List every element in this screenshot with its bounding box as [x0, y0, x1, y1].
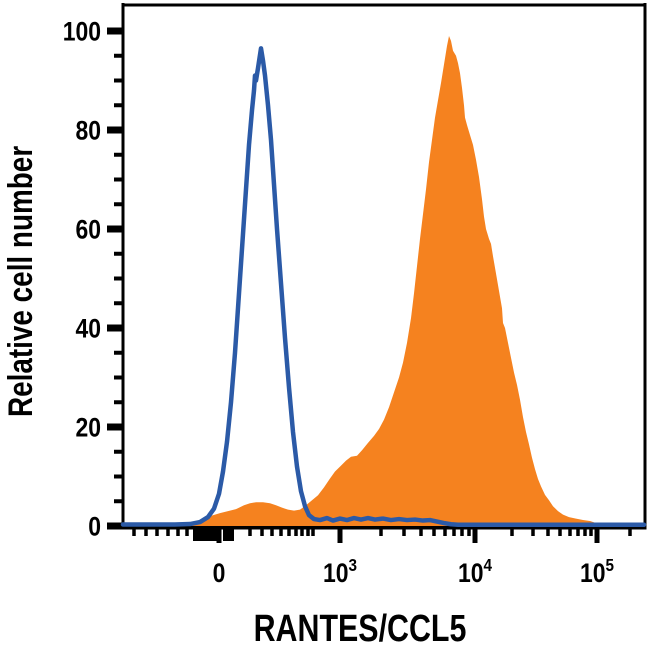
x-axis-tick-labels: 0 103 104 105 [213, 555, 614, 589]
x-axis-title: RANTES/CCL5 [253, 608, 467, 650]
y-axis-ticks [107, 27, 123, 530]
control-curve [120, 46, 647, 528]
x-tick-label: 104 [458, 555, 493, 589]
y-tick-label: 60 [75, 215, 101, 245]
y-tick-label: 40 [75, 314, 101, 344]
x-tick-label: 105 [580, 555, 614, 589]
x-tick-label: 103 [323, 555, 357, 589]
x-axis-ticks [132, 527, 632, 543]
y-tick-label: 0 [88, 512, 101, 542]
y-axis-title: Relative cell number [2, 145, 40, 418]
stained-histogram [190, 35, 607, 526]
y-tick-label: 100 [63, 17, 101, 47]
x-tick-label: 0 [213, 558, 226, 588]
y-tick-label: 20 [75, 413, 101, 443]
y-axis-tick-labels: 0 20 40 60 80 100 [63, 17, 101, 542]
y-tick-label: 80 [75, 116, 101, 146]
